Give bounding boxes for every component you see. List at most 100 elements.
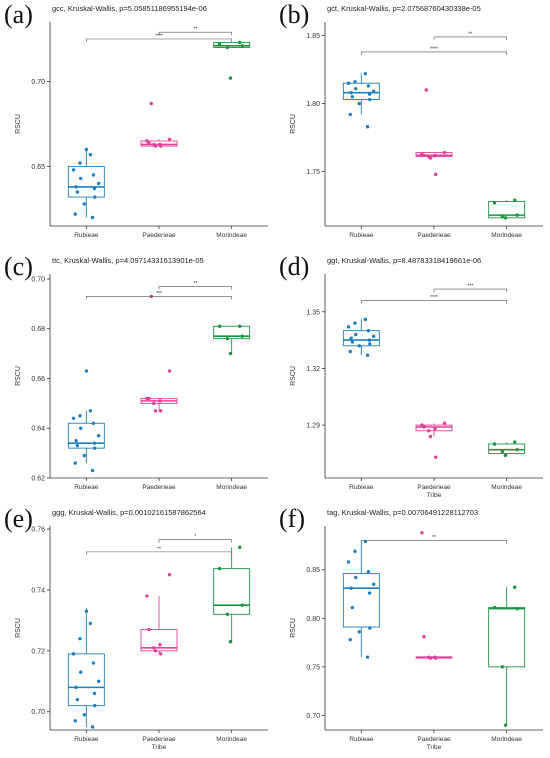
significance-label: **: [193, 27, 197, 33]
data-point: [82, 202, 86, 206]
data-point: [84, 147, 89, 152]
data-point: [90, 725, 95, 729]
data-point: [367, 92, 372, 96]
chart-title: ttc, Kruskal-Wallis, p=4.09714331613901e…: [52, 256, 204, 265]
data-point: [73, 461, 77, 465]
data-point: [71, 416, 76, 420]
data-point: [238, 324, 242, 328]
data-point: [225, 45, 230, 50]
data-point: [500, 214, 505, 219]
data-point: [427, 429, 431, 433]
significance-label: ****: [430, 46, 438, 52]
chart-title: gct, Kruskal-Wallis, p=2.07568760430338e…: [327, 4, 481, 13]
data-point: [492, 605, 497, 610]
data-point: [350, 605, 355, 610]
x-tick-label: Paederieae: [142, 232, 176, 239]
data-point: [433, 427, 437, 431]
y-tick-label: 0.70: [31, 79, 45, 86]
data-point: [158, 399, 162, 403]
x-tick-label: Morindeae: [216, 484, 247, 491]
chart-e: 0.70 0.72 0.74 0.76 RSCU Rubieae Paederieae Mor…: [15, 526, 268, 751]
panel-label: (d): [279, 252, 310, 281]
data-point: [73, 212, 77, 216]
data-point: [366, 569, 371, 574]
data-point: [420, 152, 424, 156]
x-tick-label: Rubieae: [74, 484, 99, 491]
x-tick-label: Paederieae: [417, 484, 451, 491]
data-point: [350, 340, 355, 344]
x-axis-label: Tribe: [427, 744, 442, 751]
data-point: [96, 434, 101, 438]
data-point: [158, 142, 162, 147]
y-tick-label: 0.70: [31, 276, 45, 283]
data-point: [152, 646, 156, 650]
x-tick-label: Morindeae: [216, 736, 247, 743]
data-point: [158, 643, 162, 647]
y-tick-label: 0.64: [31, 426, 45, 433]
y-tick-label: 0.74: [31, 587, 45, 594]
data-point: [428, 434, 433, 439]
data-point: [350, 95, 355, 99]
data-point: [433, 172, 438, 177]
data-point: [354, 332, 358, 337]
panel-label: (a): [4, 0, 33, 29]
y-tick-label: 0.76: [31, 527, 45, 534]
x-tick-label: Paederieae: [417, 736, 451, 743]
data-point: [367, 591, 372, 595]
data-point: [363, 317, 368, 322]
box: [488, 607, 526, 668]
data-point: [357, 344, 361, 348]
y-tick-label: 0.62: [31, 476, 45, 483]
data-point: [368, 342, 372, 346]
data-point: [503, 453, 508, 458]
data-point: [513, 198, 517, 202]
data-point: [424, 88, 428, 92]
data-point: [357, 101, 361, 106]
data-point: [346, 325, 351, 329]
significance-bracket: [361, 540, 507, 544]
data-point: [167, 573, 172, 577]
data-point: [225, 336, 230, 341]
y-tick-label: 0.66: [31, 376, 45, 383]
y-tick-label: 0.70: [306, 713, 320, 720]
data-point: [238, 545, 242, 550]
y-tick-label: 0.85: [306, 567, 320, 574]
data-point: [75, 190, 80, 194]
data-point: [365, 125, 370, 129]
data-point: [365, 655, 370, 659]
data-point: [427, 154, 431, 159]
data-point: [91, 173, 96, 177]
data-point: [427, 655, 431, 659]
data-point: [442, 421, 447, 425]
chart-b: 1.75 1.80 1.85 RSCU Rubieae Paederieae Morinde…: [290, 22, 543, 239]
significance-bracket: [433, 36, 507, 40]
data-point: [492, 201, 497, 205]
data-point: [92, 441, 97, 445]
significance-label: ****: [155, 34, 163, 40]
data-point: [349, 91, 353, 95]
data-point: [82, 713, 86, 717]
data-point: [74, 685, 78, 690]
data-point: [240, 603, 244, 607]
data-point: [240, 44, 244, 48]
data-point: [433, 153, 437, 157]
data-point: [74, 185, 78, 189]
panel-e: 0.70 0.72 0.74 0.76 RSCU Rubieae Paederieae Mor…: [0, 504, 275, 756]
data-point: [88, 621, 93, 626]
data-point: [75, 697, 80, 702]
data-point: [75, 443, 80, 448]
data-point: [513, 585, 517, 589]
significance-bracket: [86, 38, 232, 42]
data-point: [217, 566, 222, 571]
chart-title: ggg, Kruskal-Wallis, p=0.001021615878625…: [52, 508, 206, 517]
data-point: [500, 449, 505, 454]
data-point: [78, 161, 82, 165]
box: [213, 568, 251, 615]
significance-label: ****: [430, 295, 438, 301]
data-point: [500, 665, 505, 669]
data-point: [348, 112, 352, 117]
significance-label: **: [157, 546, 161, 552]
data-point: [367, 338, 372, 342]
significance-bracket: [433, 288, 507, 293]
data-point: [147, 627, 151, 632]
